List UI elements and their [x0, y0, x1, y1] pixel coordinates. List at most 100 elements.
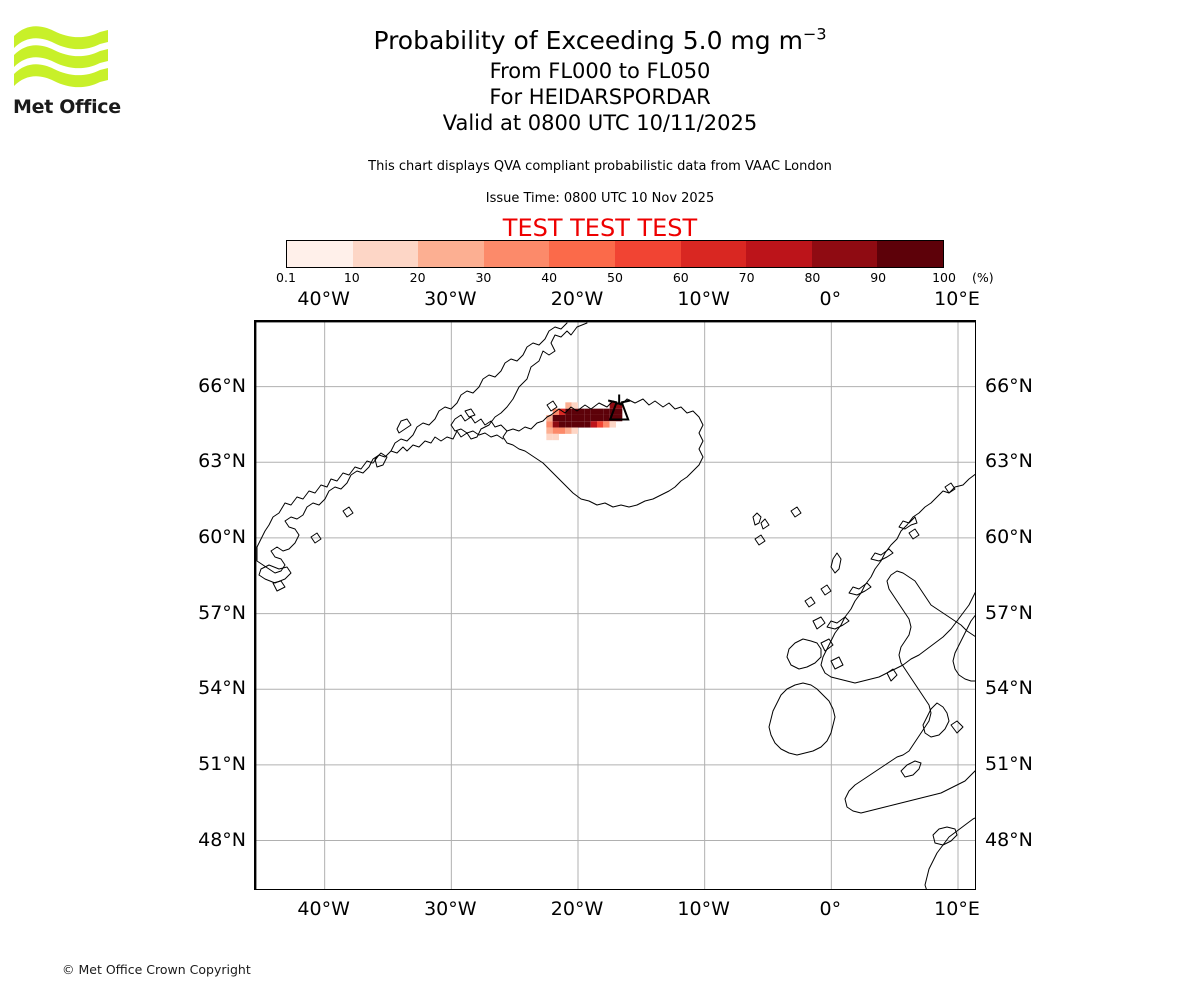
ash-cell	[559, 408, 566, 415]
colorbar-tick-labels: 0.1 10 20 30 40 50 60 70 80 90 100	[276, 270, 956, 286]
ash-cell	[597, 408, 604, 415]
coastline-shetland	[830, 552, 842, 574]
ash-cell	[552, 433, 559, 441]
coastline-orkney	[820, 584, 832, 596]
ash-cell	[584, 408, 591, 415]
ash-probability-overlay	[546, 402, 623, 441]
lon-label-bottom-30°W: 30°W	[424, 898, 477, 920]
map-frame	[254, 320, 976, 890]
met-office-logo: Met Office	[12, 22, 122, 118]
ash-cell	[559, 427, 566, 434]
ash-cell	[616, 414, 623, 422]
ash-cell	[565, 421, 572, 428]
lat-label-left-54°N: 54°N	[198, 677, 246, 700]
coastline-denmark-isle	[950, 720, 964, 734]
probability-colorbar: 0.1 10 20 30 40 50 60 70 80 90 100 (%)	[276, 240, 994, 285]
colorbar-band-2	[418, 241, 484, 267]
coastline-isle-of-man	[886, 668, 898, 682]
page-title: Probability of Exceeding 5.0 mg m−3	[0, 24, 1200, 58]
colorbar-tick-30: 30	[475, 270, 492, 285]
ash-cell	[616, 408, 623, 415]
test-banner: TEST TEST TEST	[502, 214, 698, 242]
lon-label-top-10°W: 10°W	[677, 288, 730, 310]
ash-cell	[546, 414, 553, 422]
colorbar-band-0	[287, 241, 353, 267]
title-valid-time: Valid at 0800 UTC 10/11/2025	[442, 111, 758, 135]
page-title-exponent: −3	[802, 24, 827, 44]
colorbar-tick-80: 80	[804, 270, 821, 285]
volcano-icon	[607, 394, 631, 421]
colorbar-tick-10: 10	[343, 270, 360, 285]
map-canvas	[255, 321, 975, 889]
coastline-norway-fjord-b	[870, 548, 894, 562]
colorbar-tick-20: 20	[409, 270, 426, 285]
coastline-atlantic-isle-a	[754, 534, 766, 546]
ash-cell	[578, 408, 585, 415]
coastline-northern-ireland	[786, 638, 822, 670]
coastline-layer	[256, 322, 975, 889]
colorbar-tick-60: 60	[672, 270, 689, 285]
colorbar-band-1	[352, 241, 419, 267]
ash-cell	[552, 421, 559, 428]
lat-label-right-63°N: 63°N	[985, 450, 1033, 473]
colorbar-tick-100: 100	[932, 270, 956, 285]
lat-label-right-54°N: 54°N	[985, 677, 1033, 700]
coastline-atlantic-isle-b	[790, 506, 802, 518]
coastline-denmark	[922, 702, 950, 738]
coastline-greenland-isle-c	[272, 580, 286, 592]
met-office-wave-mark	[14, 26, 108, 88]
ash-cell	[603, 421, 610, 428]
ash-cell	[552, 414, 559, 422]
coastline-greenland-inlet-b	[374, 452, 388, 468]
coastline-greenland	[256, 322, 588, 574]
coastline-scotland-isles-a	[804, 596, 816, 608]
ash-cell	[609, 414, 616, 422]
met-office-logo-text: Met Office	[13, 96, 121, 118]
lat-label-right-60°N: 60°N	[985, 525, 1033, 548]
ash-cell	[571, 427, 578, 434]
ash-cell	[590, 408, 597, 415]
lon-label-bottom-0°: 0°	[819, 898, 842, 920]
coastline-great-britain	[844, 570, 975, 814]
coastline-greenland-tip	[258, 564, 292, 584]
colorbar-tick-70: 70	[738, 270, 755, 285]
coastline-norway-fjord-d	[826, 616, 850, 630]
ash-cell	[565, 408, 572, 415]
coastline-france-brittany	[932, 826, 958, 846]
colorbar-band-8	[811, 241, 878, 267]
coastline-faroe-islands-b	[760, 518, 770, 530]
ash-cell	[565, 414, 572, 422]
ash-cell	[603, 414, 610, 422]
colorbar-tick-50: 50	[607, 270, 623, 285]
ash-cell	[571, 408, 578, 415]
coastline-greenland-inlet-a	[396, 418, 412, 434]
colorbar-unit-label: (%)	[972, 270, 994, 285]
colorbar-band-3	[483, 241, 550, 267]
lon-label-bottom-20°W: 20°W	[550, 898, 604, 920]
coastline-ireland	[768, 682, 836, 756]
colorbar-tick-40: 40	[541, 270, 558, 285]
lon-label-top-10°E: 10°E	[934, 288, 980, 310]
coastline-scotland-isles-d	[830, 656, 844, 670]
coastline-iceland-n-detail	[546, 400, 558, 412]
ash-cell	[571, 421, 578, 428]
ash-cell	[546, 427, 553, 434]
ash-cell	[584, 414, 591, 422]
chart-title-block: Probability of Exceeding 5.0 mg m−3 From…	[0, 24, 1200, 136]
ash-cell	[565, 402, 572, 409]
disclaimer-text: This chart displays QVA compliant probab…	[368, 159, 832, 174]
ash-cell	[597, 421, 604, 428]
ash-cell	[609, 402, 616, 409]
ash-cell	[584, 421, 591, 428]
page-title-text: Probability of Exceeding 5.0 mg m	[373, 26, 803, 55]
lon-label-bottom-10°W: 10°W	[677, 898, 730, 920]
colorbar-band-7	[746, 241, 812, 267]
ash-cell	[609, 421, 616, 428]
map-container	[254, 320, 976, 890]
issue-time-text: Issue Time: 0800 UTC 10 Nov 2025	[485, 191, 715, 206]
ash-cell	[603, 408, 610, 415]
lat-label-left-57°N: 57°N	[198, 601, 246, 624]
chart-notes-block: This chart displays QVA compliant probab…	[0, 157, 1200, 242]
ash-cell	[571, 402, 578, 409]
coastline-greenland-isle-a	[342, 506, 354, 518]
